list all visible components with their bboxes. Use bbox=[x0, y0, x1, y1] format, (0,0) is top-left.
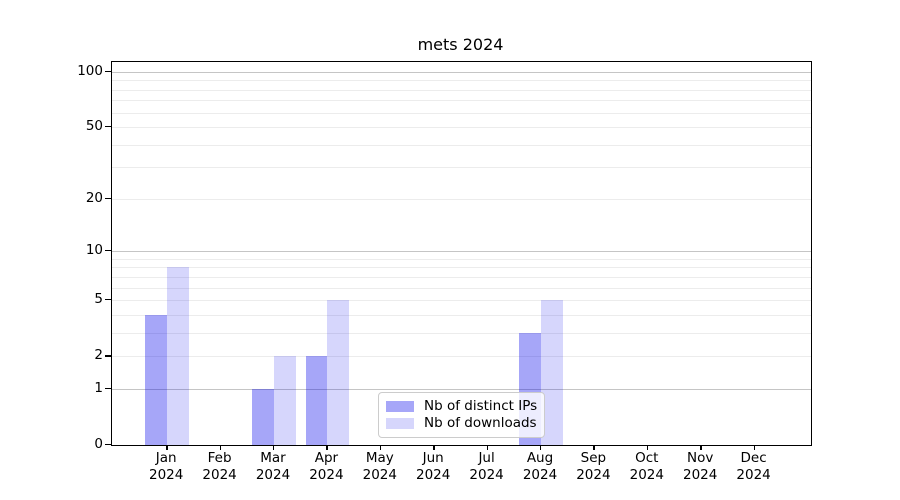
gridline-minor bbox=[112, 80, 811, 82]
x-tick-label-apr: Apr 2024 bbox=[309, 450, 344, 483]
chart-title: mets 2024 bbox=[417, 35, 504, 54]
bar-downloads-aug bbox=[541, 300, 563, 445]
x-tick-label-aug: Aug 2024 bbox=[522, 450, 558, 483]
x-tick-mark bbox=[700, 445, 702, 451]
x-tick-mark bbox=[593, 445, 595, 451]
x-tick-label-sep: Sep 2024 bbox=[576, 450, 611, 483]
x-tick-mark bbox=[326, 445, 328, 451]
gridline-minor bbox=[112, 258, 811, 260]
bar-downloads-mar bbox=[274, 356, 296, 445]
legend-label-downloads: Nb of downloads bbox=[424, 415, 537, 431]
y-tick-mark bbox=[105, 197, 111, 200]
legend-swatch-distinct-ips bbox=[386, 401, 414, 412]
x-tick-mark bbox=[540, 445, 542, 451]
gridline-minor bbox=[112, 332, 811, 334]
y-tick-mark bbox=[105, 250, 111, 252]
y-tick-label: 100 bbox=[77, 62, 103, 79]
gridline-minor bbox=[112, 144, 811, 146]
gridline-minor bbox=[112, 89, 811, 91]
gridline-minor bbox=[112, 314, 811, 316]
gridline-minor bbox=[112, 127, 811, 129]
y-tick-mark bbox=[105, 444, 111, 446]
y-tick-mark bbox=[105, 126, 111, 128]
x-tick-label-dec: Dec 2024 bbox=[736, 450, 771, 483]
bar-distinct-ips-mar bbox=[252, 388, 274, 445]
y-tick-mark bbox=[105, 387, 111, 390]
legend-entry-downloads: Nb of downloads bbox=[386, 415, 537, 432]
bar-downloads-jan bbox=[167, 267, 189, 445]
x-tick-mark bbox=[486, 445, 488, 451]
bar-distinct-ips-jan bbox=[145, 314, 168, 445]
x-tick-label-mar: Mar 2024 bbox=[255, 450, 291, 483]
y-tick-label: 0 bbox=[94, 436, 103, 452]
x-tick-label-nov: Nov 2024 bbox=[683, 450, 718, 483]
gridline-minor bbox=[112, 100, 811, 102]
plot-area bbox=[111, 61, 812, 446]
x-tick-label-jan: Jan 2024 bbox=[149, 450, 184, 483]
legend-label-distinct-ips: Nb of distinct IPs bbox=[424, 398, 538, 414]
y-tick-label: 10 bbox=[85, 242, 103, 259]
gridline-major bbox=[112, 71, 811, 73]
gridline-major bbox=[112, 388, 811, 390]
y-tick-mark bbox=[105, 355, 111, 357]
x-tick-mark bbox=[753, 445, 755, 451]
y-tick-label: 2 bbox=[94, 347, 103, 364]
legend-entry-distinct-ips: Nb of distinct IPs bbox=[386, 398, 538, 415]
x-tick-mark bbox=[219, 445, 221, 451]
y-tick-mark bbox=[105, 70, 111, 73]
y-tick-label: 1 bbox=[94, 379, 103, 396]
y-tick-mark bbox=[105, 299, 111, 301]
x-tick-mark bbox=[273, 445, 275, 451]
gridline-minor bbox=[112, 356, 811, 358]
gridline-minor bbox=[112, 267, 811, 269]
gridline-minor bbox=[112, 287, 811, 289]
gridline-minor bbox=[112, 300, 811, 302]
y-tick-label: 20 bbox=[85, 189, 103, 206]
x-tick-label-oct: Oct 2024 bbox=[629, 450, 664, 483]
x-tick-mark bbox=[166, 445, 168, 451]
gridline-minor bbox=[112, 198, 811, 200]
bar-downloads-apr bbox=[327, 300, 350, 445]
gridline-minor bbox=[112, 112, 811, 114]
gridline-major bbox=[112, 251, 811, 253]
gridline-minor bbox=[112, 276, 811, 278]
y-tick-label: 50 bbox=[85, 118, 103, 135]
gridline-minor bbox=[112, 167, 811, 169]
x-tick-mark bbox=[433, 445, 435, 451]
x-tick-label-feb: Feb 2024 bbox=[202, 450, 237, 483]
x-tick-mark bbox=[646, 445, 649, 451]
bar-distinct-ips-apr bbox=[305, 356, 328, 445]
legend: Nb of distinct IPs Nb of downloads bbox=[378, 392, 545, 438]
x-tick-mark bbox=[379, 445, 382, 451]
y-tick-label: 5 bbox=[94, 291, 103, 308]
x-tick-label-may: May 2024 bbox=[362, 450, 397, 483]
legend-swatch-downloads bbox=[386, 418, 414, 429]
x-tick-label-jul: Jul 2024 bbox=[469, 450, 504, 483]
x-tick-label-jun: Jun 2024 bbox=[416, 450, 451, 483]
